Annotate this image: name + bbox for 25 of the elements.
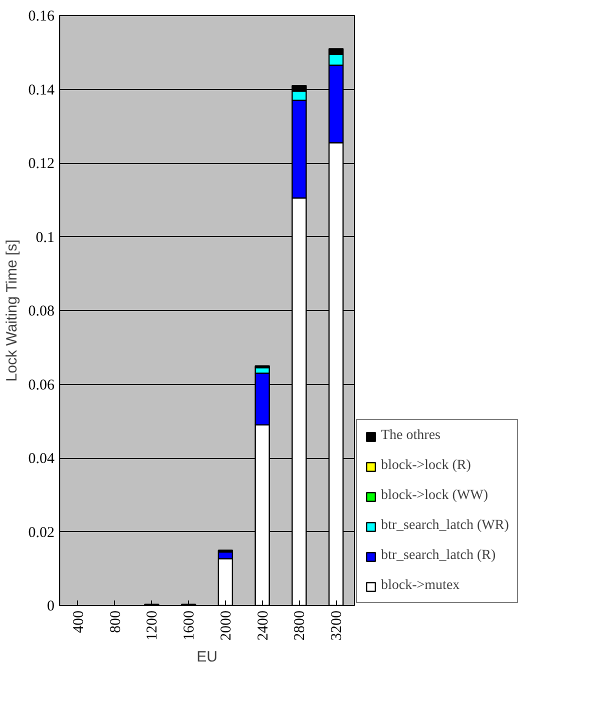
y-axis-title: Lock Waiting Time [s] xyxy=(3,240,20,382)
y-tick-label: 0.04 xyxy=(28,451,55,467)
x-axis-title: EU xyxy=(196,648,218,666)
x-tick-label: 2000 xyxy=(218,610,234,640)
x-tick-label: 2800 xyxy=(292,610,308,640)
y-tick-label: 0.16 xyxy=(28,8,55,24)
legend-label: The othres xyxy=(381,428,440,444)
y-tick-label: 0.06 xyxy=(28,377,55,394)
y-tick-label: 0 xyxy=(47,598,54,614)
y-tick-label: 0.02 xyxy=(28,524,54,541)
x-tick-label: 800 xyxy=(108,610,124,633)
legend-label: block->mutex xyxy=(381,578,460,594)
x-tick-label: 400 xyxy=(70,610,87,633)
y-tick-label: 0.08 xyxy=(28,304,54,320)
x-tick-label: 2400 xyxy=(255,610,272,640)
y-tick-label: 0.14 xyxy=(28,82,55,98)
legend-label: block->lock (R) xyxy=(381,458,471,474)
x-tick-label: 1200 xyxy=(144,610,161,640)
legend-label: btr_search_latch (R) xyxy=(381,548,496,564)
y-tick-label: 0.1 xyxy=(36,230,54,246)
x-tick-label: 3200 xyxy=(329,610,346,640)
legend-label: btr_search_latch (WR) xyxy=(381,518,509,534)
y-tick-label: 0.12 xyxy=(28,156,54,172)
legend-label: block->lock (WW) xyxy=(381,488,488,504)
x-tick-label: 1600 xyxy=(182,610,198,640)
